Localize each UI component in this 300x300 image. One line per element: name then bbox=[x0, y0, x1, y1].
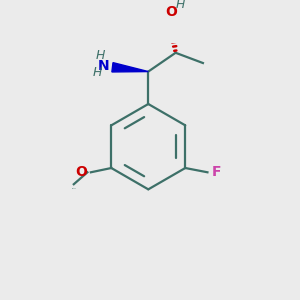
Text: O: O bbox=[76, 165, 87, 179]
Text: O: O bbox=[165, 5, 177, 19]
Text: H: H bbox=[96, 49, 105, 62]
Text: F: F bbox=[212, 165, 221, 179]
Text: H: H bbox=[92, 66, 102, 79]
Text: N: N bbox=[98, 58, 110, 73]
Polygon shape bbox=[112, 63, 148, 72]
Text: methyl: methyl bbox=[72, 188, 77, 189]
Text: H: H bbox=[175, 0, 184, 11]
